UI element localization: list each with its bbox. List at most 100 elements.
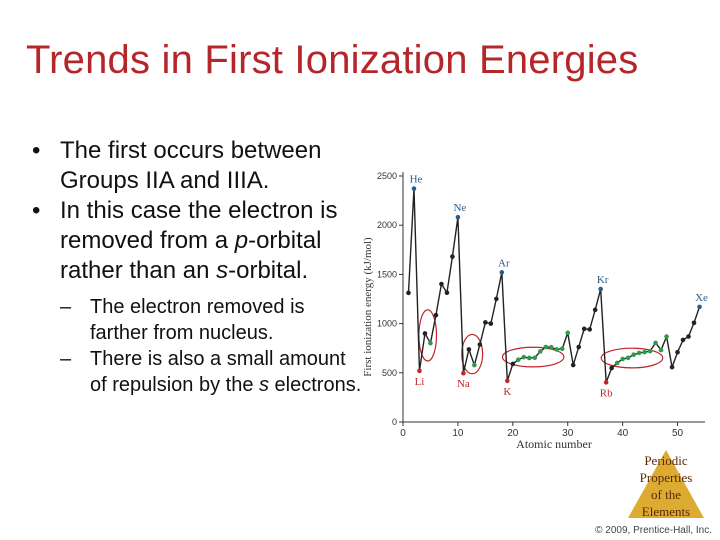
data-point <box>565 330 571 336</box>
element-label: Li <box>415 376 425 388</box>
bullet-dot: • <box>32 197 41 224</box>
data-point <box>543 344 549 350</box>
x-axis-label: Atomic number <box>516 437 592 450</box>
data-point <box>455 214 461 220</box>
badge-line-2: Properties <box>639 470 693 485</box>
data-point <box>466 347 472 352</box>
element-label: He <box>410 174 423 186</box>
highlight-circles <box>418 309 664 375</box>
badge-line-1: Periodic <box>644 453 688 468</box>
data-point <box>631 352 636 357</box>
data-point <box>669 364 675 370</box>
x-tick-label: 50 <box>672 428 684 439</box>
data-point <box>691 320 697 326</box>
highlight-ellipse <box>600 347 664 369</box>
x-tick-label: 0 <box>400 428 406 439</box>
data-point <box>576 344 582 350</box>
data-point <box>433 312 439 318</box>
bullet-2-emph-s: s <box>216 257 229 284</box>
bullet-2-text-b: -orbital rather than an <box>60 227 322 284</box>
bullet-item-2: • In this case the electron is removed f… <box>32 196 362 286</box>
bullet-2-emph-p: p <box>234 227 249 254</box>
data-point <box>505 378 510 384</box>
data-point <box>422 331 428 336</box>
data-point <box>428 340 433 346</box>
data-point <box>625 355 631 361</box>
element-label: K <box>503 386 511 398</box>
element-label: Na <box>457 378 470 390</box>
data-point <box>675 349 680 355</box>
data-point <box>642 349 647 355</box>
data-point <box>483 320 488 325</box>
data-point <box>554 347 560 352</box>
bullet-2-text-a: In this case the electron is removed fro… <box>60 197 338 254</box>
copyright-text: © 2009, Prentice-Hall, Inc. <box>595 525 712 536</box>
subbullet-1-text: The electron removed is farther from nuc… <box>90 296 305 344</box>
element-label: Xe <box>695 292 708 304</box>
badge-line-3: of the <box>651 487 681 502</box>
data-point <box>461 370 466 376</box>
chart-axes: 0 500 1000 1500 2000 2500 0 10 20 30 40 50 Atomic nu… <box>362 171 705 450</box>
x-tick-label: 40 <box>617 428 629 439</box>
y-tick-label: 1000 <box>377 319 397 329</box>
element-label: Kr <box>597 274 609 286</box>
data-point <box>592 307 598 313</box>
data-point <box>620 356 625 362</box>
data-point <box>417 368 422 374</box>
data-point <box>548 344 554 350</box>
data-point <box>598 286 603 292</box>
subbullet-2-text-a: There is also a small amount of repulsio… <box>90 348 346 396</box>
data-point <box>686 334 691 339</box>
y-tick-label: 0 <box>392 417 397 427</box>
y-tick-label: 2500 <box>377 171 397 181</box>
data-point <box>559 346 565 351</box>
element-label: Rb <box>600 387 613 399</box>
highlight-ellipse <box>501 346 565 368</box>
data-point <box>614 360 620 366</box>
data-point <box>494 296 499 302</box>
subbullet-item-1: – The electron removed is farther from n… <box>32 294 362 346</box>
element-label: Ne <box>453 202 466 214</box>
y-tick-label: 2000 <box>377 220 397 230</box>
data-point <box>581 326 587 332</box>
series-line <box>407 188 701 383</box>
data-point <box>647 348 653 354</box>
data-point <box>444 290 450 296</box>
data-point <box>521 354 527 360</box>
data-point <box>510 361 516 367</box>
data-point <box>587 327 592 332</box>
bullet-item-1: • The first occurs between Groups IIA an… <box>32 136 362 196</box>
bullet-1-text: The first occurs between Groups IIA and … <box>60 137 322 194</box>
bullet-list: • The first occurs between Groups IIA an… <box>32 136 362 398</box>
data-point <box>477 342 483 347</box>
data-point <box>406 290 411 296</box>
x-tick-label: 10 <box>452 428 464 439</box>
subbullet-item-2: – There is also a small amount of repuls… <box>32 346 362 398</box>
y-axis-label: First ionization energy (kJ/mol) <box>362 237 374 377</box>
x-tick-label: 20 <box>507 428 519 439</box>
data-point <box>532 355 538 361</box>
y-tick-label: 1500 <box>377 269 397 279</box>
data-point <box>680 337 686 343</box>
data-point <box>636 350 642 356</box>
x-tick-label: 30 <box>562 428 574 439</box>
element-labels: He Ne Ar Kr Xe Li Na K Rb <box>410 174 708 400</box>
data-point <box>603 380 609 385</box>
data-point <box>526 355 532 361</box>
data-point <box>488 321 494 326</box>
bullet-dot: • <box>32 137 41 164</box>
data-point <box>609 365 614 371</box>
element-label: Ar <box>498 257 510 269</box>
data-point <box>472 362 477 368</box>
data-point <box>697 304 702 310</box>
data-point <box>499 270 505 275</box>
periodic-badge-triangle-icon <box>628 450 704 518</box>
periodic-properties-badge: Periodic Properties of the Elements <box>626 452 706 520</box>
data-point <box>658 347 664 353</box>
slide-title: Trends in First Ionization Energies <box>26 38 639 82</box>
badge-line-4: Elements <box>641 504 691 519</box>
subbullet-2-emph-s: s <box>259 374 269 396</box>
bullet-2-text-c: -orbital. <box>228 257 309 284</box>
data-point <box>439 281 444 287</box>
subbullet-2-text-b: electrons. <box>269 374 362 396</box>
